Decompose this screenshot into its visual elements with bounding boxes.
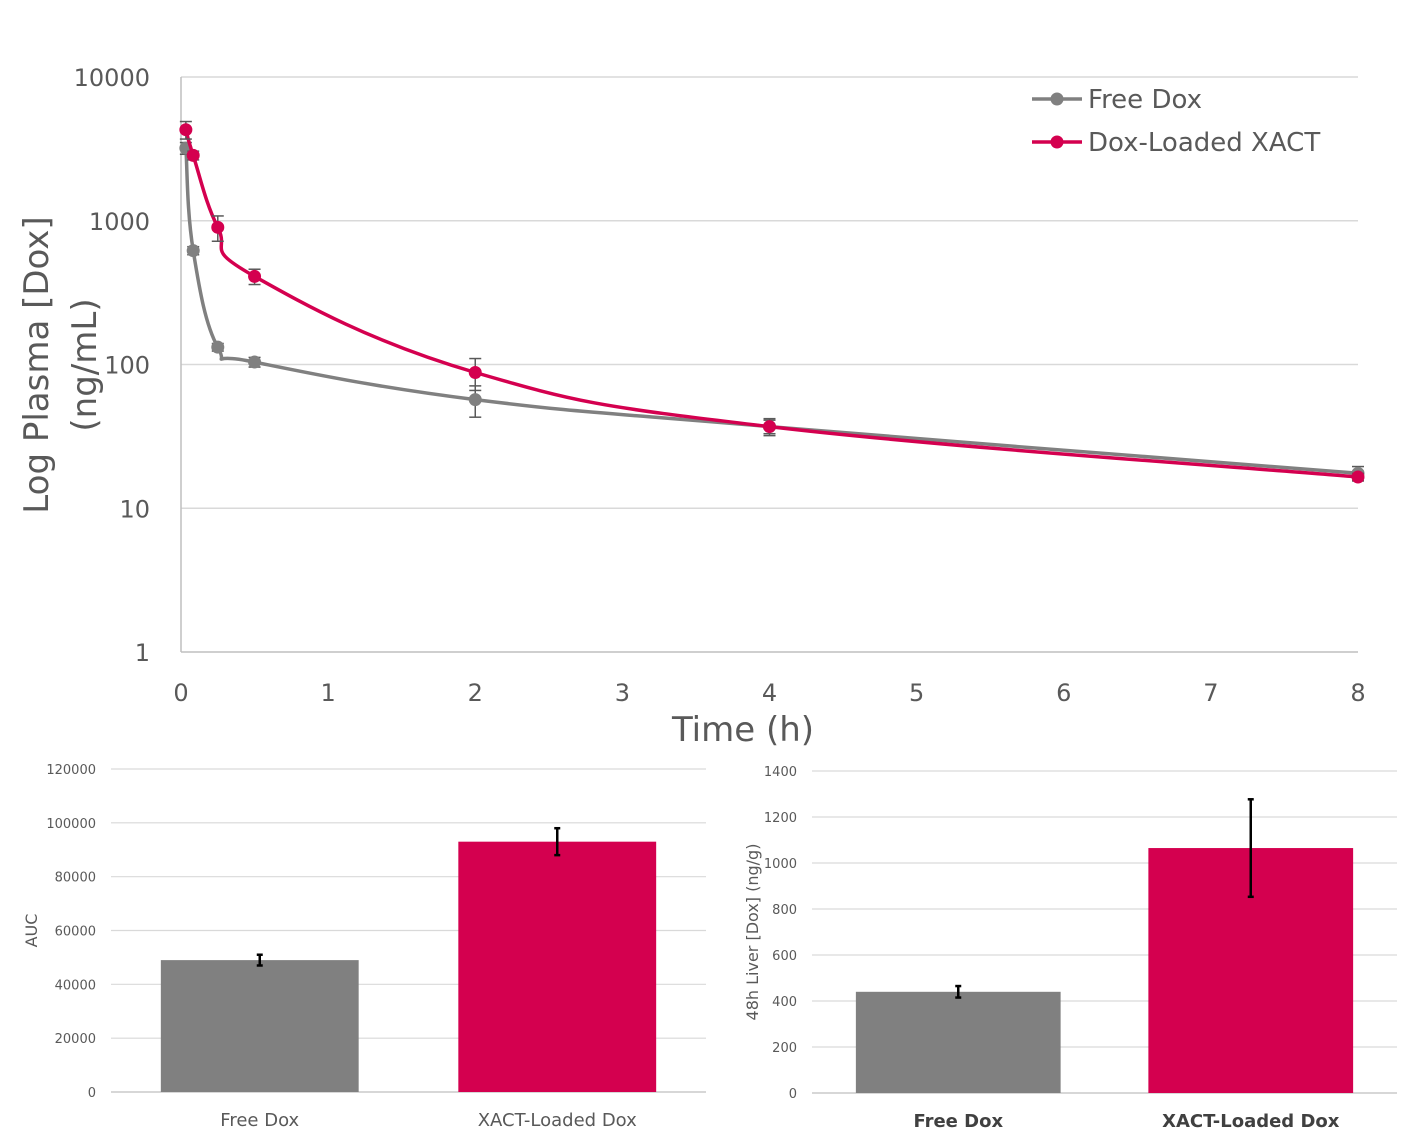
y-tick-label: 1 — [135, 639, 150, 667]
bar-free-dox — [160, 960, 359, 1092]
legend-label: Dox-Loaded XACT — [1088, 128, 1320, 158]
liver-bar-chart: 0 200 400 600 800 1000 1200 1400 Free Dox XACT-Lo… — [743, 765, 1397, 1132]
error-bar — [554, 826, 561, 857]
data-point-free-dox — [468, 393, 482, 407]
y-tick-label: 10000 — [74, 64, 150, 92]
legend-marker — [1050, 135, 1064, 149]
x-tick-label: 1 — [320, 679, 335, 707]
data-point-free-dox — [186, 244, 200, 258]
legend-label: Free Dox — [1088, 85, 1202, 115]
y-tick-label: 0 — [789, 1087, 797, 1102]
category-label: XACT-Loaded Dox — [1162, 1111, 1340, 1132]
x-tick-label: 2 — [468, 679, 483, 707]
bar-xact — [458, 841, 657, 1092]
data-point-free-dox — [248, 355, 262, 369]
y-axis-title-line2: (ng/mL) — [65, 298, 105, 431]
data-point-xact — [248, 269, 262, 283]
series-line-free-dox — [184, 147, 1359, 476]
y-axis-title: AUC — [22, 914, 41, 948]
x-tick-label: 5 — [909, 679, 924, 707]
x-tick-label: 3 — [615, 679, 630, 707]
y-tick-label: 40000 — [55, 978, 96, 993]
bar-free-dox — [855, 991, 1061, 1093]
category-label: Free Dox — [913, 1111, 1003, 1132]
y-tick-label: 80000 — [55, 871, 96, 886]
y-tick-label: 1400 — [764, 765, 797, 780]
y-axis-title: Log Plasma [Dox] (ng/mL) — [17, 216, 105, 513]
error-bar — [955, 984, 962, 999]
data-point-xact — [468, 365, 482, 379]
y-axis-title: 48h Liver [Dox] (ng/g) — [743, 844, 762, 1021]
legend-item-xact: Dox-Loaded XACT — [1032, 128, 1320, 158]
error-bar — [256, 953, 263, 967]
data-point-free-dox — [211, 340, 225, 354]
y-tick-label: 20000 — [55, 1032, 96, 1047]
error-bar — [1247, 798, 1254, 899]
auc-bar-chart: 0 20000 40000 60000 80000 100000 120000 Free Do… — [22, 763, 706, 1131]
y-tick-label: 200 — [772, 1041, 797, 1056]
y-tick-label: 0 — [88, 1086, 96, 1101]
category-label: XACT-Loaded Dox — [478, 1110, 637, 1131]
y-tick-label: 100000 — [46, 817, 96, 832]
legend-marker — [1050, 92, 1064, 106]
y-tick-label: 800 — [772, 903, 797, 918]
y-axis-title-line1: Log Plasma [Dox] — [17, 216, 57, 513]
data-point-xact — [186, 148, 200, 162]
y-tick-label: 120000 — [46, 763, 96, 778]
category-label: Free Dox — [220, 1110, 299, 1131]
y-tick-label: 1200 — [764, 811, 797, 826]
series-line-xact — [184, 129, 1359, 479]
y-tick-label: 1000 — [89, 208, 150, 236]
x-tick-label: 4 — [762, 679, 777, 707]
y-tick-label: 1000 — [764, 857, 797, 872]
y-tick-label: 100 — [104, 352, 150, 380]
data-point-xact — [1351, 470, 1365, 484]
x-tick-label: 7 — [1203, 679, 1218, 707]
data-point-xact — [179, 123, 193, 137]
data-point-xact — [211, 220, 225, 234]
y-tick-label: 10 — [119, 495, 150, 523]
legend-item-free-dox: Free Dox — [1032, 85, 1202, 115]
data-point-xact — [763, 420, 776, 434]
x-axis-title: Time (h) — [671, 710, 814, 750]
y-tick-label: 600 — [772, 949, 797, 964]
y-tick-label: 60000 — [55, 925, 96, 940]
y-tick-label: 400 — [772, 995, 797, 1010]
series-free-dox — [179, 141, 1365, 482]
x-tick-label: 0 — [173, 679, 188, 707]
x-tick-label: 8 — [1350, 679, 1365, 707]
y-axis-title-text: 48h Liver [Dox] (ng/g) — [743, 844, 762, 1021]
y-axis-title-text: AUC — [22, 914, 41, 948]
series-xact — [179, 120, 1365, 484]
x-tick-label: 6 — [1056, 679, 1071, 707]
